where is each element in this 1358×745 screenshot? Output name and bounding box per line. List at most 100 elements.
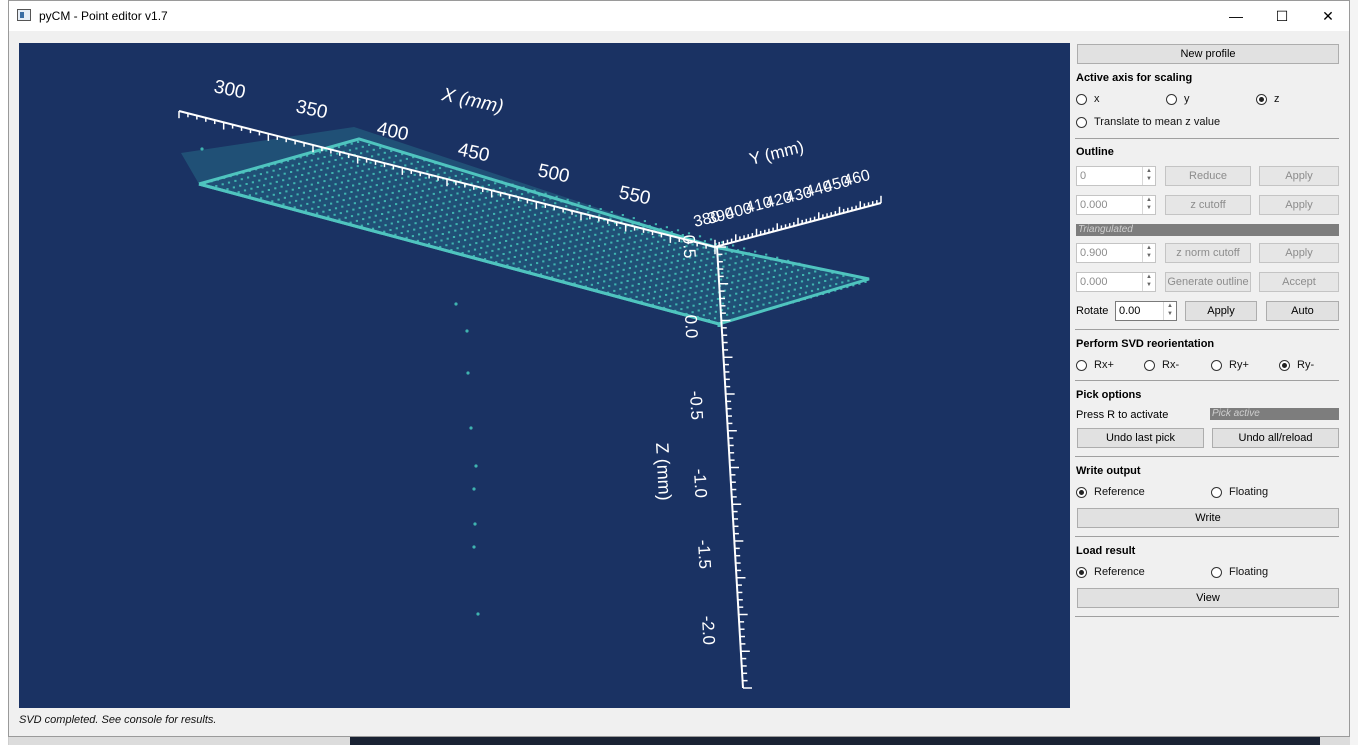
point-cloud-render[interactable]: X (mm) Y (mm) Z (mm) 300 350 400 450 500…: [19, 43, 1070, 708]
radio-axis-y[interactable]: y: [1166, 93, 1190, 105]
point: [318, 175, 321, 178]
spin-arrows[interactable]: ▲ ▼: [1163, 302, 1176, 320]
point: [517, 236, 520, 239]
point: [721, 241, 724, 244]
point: [305, 178, 309, 181]
point: [435, 234, 438, 237]
point: [393, 209, 396, 212]
minimize-button[interactable]: —: [1229, 8, 1243, 24]
radio-axis-x[interactable]: x: [1076, 93, 1100, 105]
point: [533, 213, 537, 216]
point: [481, 209, 485, 212]
spin-arrows[interactable]: ▲ ▼: [1142, 244, 1155, 262]
point: [486, 245, 489, 248]
y-tick-label: 380: [692, 208, 722, 231]
zcutoff-spinbox[interactable]: 0.000 ▲ ▼: [1076, 195, 1156, 215]
point: [504, 215, 507, 218]
undo-last-pick-button[interactable]: Undo last pick: [1077, 428, 1204, 448]
spin-value: 0.900: [1080, 247, 1108, 259]
point: [475, 211, 478, 214]
close-button[interactable]: ✕: [1322, 7, 1334, 24]
znorm-cutoff-button[interactable]: z norm cutoff: [1165, 243, 1251, 263]
point: [239, 184, 242, 187]
point: [699, 296, 702, 299]
point: [411, 235, 414, 238]
point: [484, 227, 487, 230]
accept-outline-button[interactable]: Accept: [1259, 272, 1339, 292]
x-tick-label: 450: [456, 139, 491, 166]
point: [647, 292, 650, 295]
reduce-apply-button[interactable]: Apply: [1259, 166, 1339, 186]
radio-write-floating[interactable]: Floating: [1211, 486, 1268, 498]
new-profile-button[interactable]: New profile: [1077, 44, 1339, 64]
point: [786, 266, 789, 269]
point: [818, 281, 821, 284]
spin-arrows[interactable]: ▲ ▼: [1142, 167, 1155, 185]
point: [532, 220, 535, 223]
reduce-button[interactable]: Reduce: [1165, 166, 1251, 186]
point: [395, 227, 398, 230]
zcutoff-button[interactable]: z cutoff: [1165, 195, 1251, 215]
point: [766, 277, 769, 280]
point: [694, 261, 697, 264]
point: [317, 181, 320, 184]
point: [442, 178, 445, 181]
generate-outline-button[interactable]: Generate outline: [1165, 272, 1251, 292]
point: [758, 292, 761, 295]
znorm-apply-button[interactable]: Apply: [1259, 243, 1339, 263]
point: [416, 161, 419, 163]
point: [376, 208, 379, 211]
point: [720, 309, 724, 312]
point: [460, 227, 463, 230]
point: [636, 258, 639, 261]
radio-svd-ry-plus[interactable]: Ry+: [1211, 359, 1249, 371]
radio-load-reference[interactable]: Reference: [1076, 566, 1145, 578]
radio-label: Rx+: [1094, 359, 1114, 371]
point: [681, 264, 684, 267]
rotate-spinbox[interactable]: 0.00 ▲ ▼: [1115, 301, 1177, 321]
point: [429, 236, 432, 239]
point: [539, 242, 542, 245]
radio-svd-rx-minus[interactable]: Rx-: [1144, 359, 1179, 371]
point: [299, 156, 302, 159]
point: [296, 193, 299, 196]
point: [620, 220, 623, 223]
point: [367, 222, 370, 225]
spin-arrows[interactable]: ▲ ▼: [1142, 273, 1155, 291]
reduce-spinbox[interactable]: 0 ▲ ▼: [1076, 166, 1156, 186]
write-button[interactable]: Write: [1077, 508, 1339, 528]
radio-write-reference[interactable]: Reference: [1076, 486, 1145, 498]
point: [687, 232, 691, 235]
point: [326, 191, 329, 194]
point: [679, 277, 682, 280]
point: [516, 212, 519, 215]
radio-svd-ry-minus[interactable]: Ry-: [1279, 359, 1314, 371]
zcutoff-apply-button[interactable]: Apply: [1259, 195, 1339, 215]
point: [581, 267, 585, 270]
point: [440, 239, 443, 242]
radio-load-floating[interactable]: Floating: [1211, 566, 1268, 578]
rotate-auto-button[interactable]: Auto: [1266, 301, 1339, 321]
z-axis-title: Z (mm): [652, 442, 675, 501]
radio-dot: [1076, 486, 1087, 498]
point: [728, 300, 731, 303]
point: [509, 244, 513, 247]
point: [384, 224, 387, 227]
radio-axis-z[interactable]: z: [1256, 93, 1280, 105]
radio-translate-mean-z[interactable]: Translate to mean z value: [1076, 116, 1220, 128]
spin-arrows[interactable]: ▲ ▼: [1142, 196, 1155, 214]
3d-viewport[interactable]: X (mm) Y (mm) Z (mm) 300 350 400 450 500…: [19, 43, 1070, 708]
znorm-spinbox[interactable]: 0.900 ▲ ▼: [1076, 243, 1156, 263]
view-button[interactable]: View: [1077, 588, 1339, 608]
point: [450, 249, 453, 251]
undo-all-reload-button[interactable]: Undo all/reload: [1212, 428, 1339, 448]
maximize-button[interactable]: ☐: [1275, 7, 1289, 24]
generate-outline-spinbox[interactable]: 0.000 ▲ ▼: [1076, 272, 1156, 292]
point: [641, 233, 644, 236]
radio-svd-rx-plus[interactable]: Rx+: [1076, 359, 1114, 371]
point: [529, 209, 532, 212]
rotate-apply-button[interactable]: Apply: [1185, 301, 1257, 321]
point: [487, 238, 490, 241]
point: [620, 251, 623, 254]
point: [317, 206, 320, 208]
